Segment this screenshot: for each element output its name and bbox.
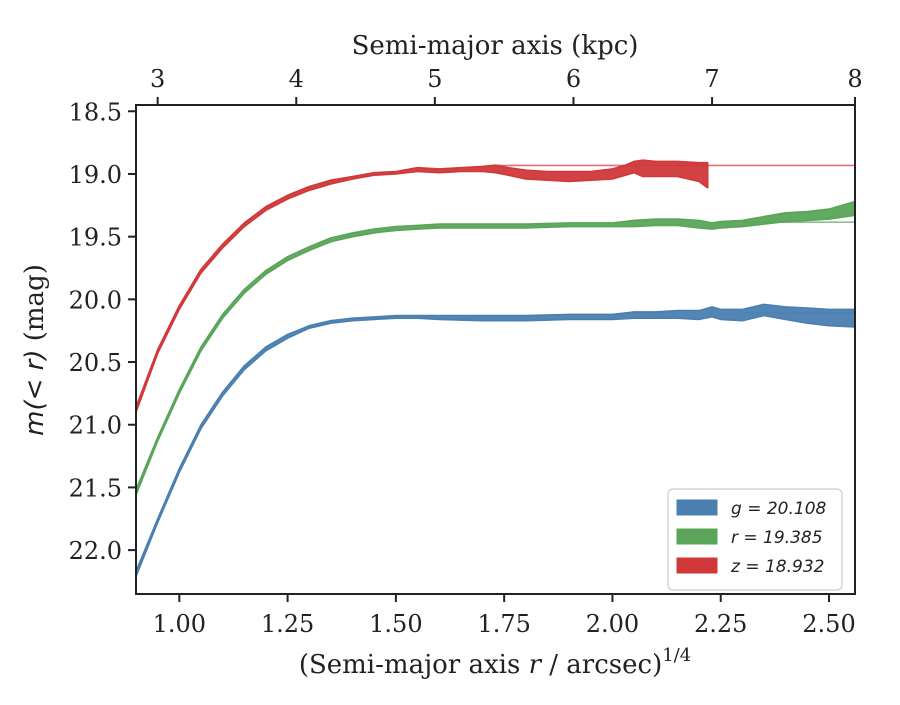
y-tick-label: 20.0: [69, 286, 122, 314]
legend-swatch-g: [676, 499, 718, 516]
top-x-tick-label: 5: [427, 65, 442, 93]
series-band-g: [136, 303, 855, 578]
legend-label-g: g = 20.108: [731, 499, 827, 519]
x-tick-label: 1.25: [261, 610, 314, 638]
series-layer: [136, 159, 855, 578]
x-tick-label: 2.00: [586, 610, 639, 638]
top-x-tick-label: 3: [150, 65, 165, 93]
top-x-tick-label: 7: [704, 65, 719, 93]
axes-layer: 1.00 1.25 1.50 1.75 2.00 2.25 2.50 18.5 19.0 19.5…: [69, 65, 863, 638]
y-tick-label: 19.5: [69, 224, 122, 252]
legend: g = 20.108 r = 19.385 z = 18.932: [667, 488, 843, 591]
x-tick-label: 2.25: [694, 610, 747, 638]
y-tick-label: 18.5: [69, 98, 122, 126]
legend-swatch-r: [676, 528, 718, 545]
series-band-r: [136, 200, 855, 496]
legend-label-z: z = 18.932: [730, 557, 824, 577]
legend-label-r: r = 19.385: [731, 528, 823, 548]
top-x-tick-label: 4: [289, 65, 304, 93]
y-tick-label: 20.5: [69, 349, 122, 377]
x-tick-label: 2.50: [802, 610, 855, 638]
x-axis-title: (Semi-major axis r / arcsec)1/4: [299, 645, 691, 680]
y-tick-label: 21.5: [69, 474, 122, 502]
x-tick-label: 1.75: [477, 610, 530, 638]
legend-swatch-z: [676, 557, 718, 574]
series-band-z: [136, 159, 709, 414]
y-tick-label: 21.0: [69, 412, 122, 440]
top-x-tick-label: 6: [566, 65, 581, 93]
top-x-axis-title: Semi-major axis (kpc): [352, 31, 639, 61]
y-tick-label: 22.0: [69, 537, 122, 565]
y-axis-title: m(< r) (mag): [20, 264, 50, 436]
plot-frame: [135, 104, 856, 595]
x-tick-label: 1.00: [153, 610, 206, 638]
y-tick-label: 19.0: [69, 161, 122, 189]
x-tick-label: 1.50: [369, 610, 422, 638]
top-x-tick-label: 8: [847, 65, 862, 93]
